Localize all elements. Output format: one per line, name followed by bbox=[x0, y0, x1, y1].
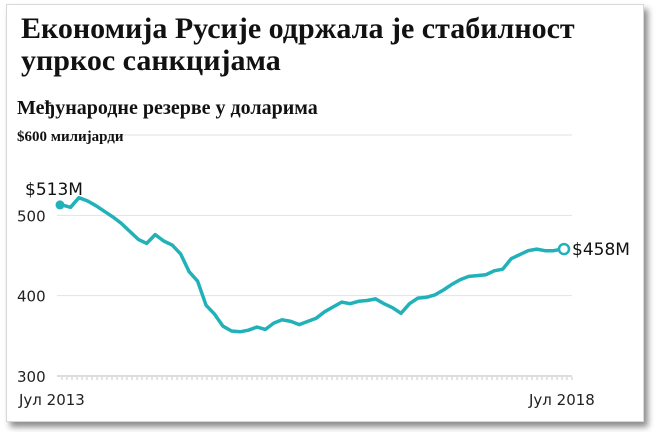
start-value-label: $513М bbox=[25, 180, 83, 200]
grid: 500 400 300 $600 милијарди bbox=[17, 129, 572, 386]
headline: Економија Русије одржала је стабилност у… bbox=[21, 12, 575, 77]
labels: $513М $458М bbox=[25, 180, 630, 260]
y-tick-label-500: 500 bbox=[17, 207, 46, 225]
y-tick-label-400: 400 bbox=[17, 288, 46, 306]
reserves-line bbox=[60, 195, 564, 334]
x-tick-label-start: Јул 2013 bbox=[18, 391, 85, 409]
end-value-label: $458М bbox=[572, 240, 630, 260]
chart-card: Економија Русије одржала је стабилност у… bbox=[6, 4, 644, 422]
line-chart: 500 400 300 $600 милијарди Јул 2013 Јул 2018… bbox=[17, 129, 630, 409]
x-tick-label-end: Јул 2018 bbox=[528, 391, 595, 409]
x-axis-ticks: Јул 2013 Јул 2018 bbox=[18, 377, 595, 409]
series-line bbox=[55, 195, 571, 334]
start-point bbox=[55, 200, 65, 210]
y-tick-label-300: 300 bbox=[17, 368, 46, 386]
chart-title: Међународне резерве у доларима bbox=[17, 97, 318, 119]
end-point bbox=[557, 242, 571, 256]
y-unit-label: $600 милијарди bbox=[17, 129, 124, 145]
